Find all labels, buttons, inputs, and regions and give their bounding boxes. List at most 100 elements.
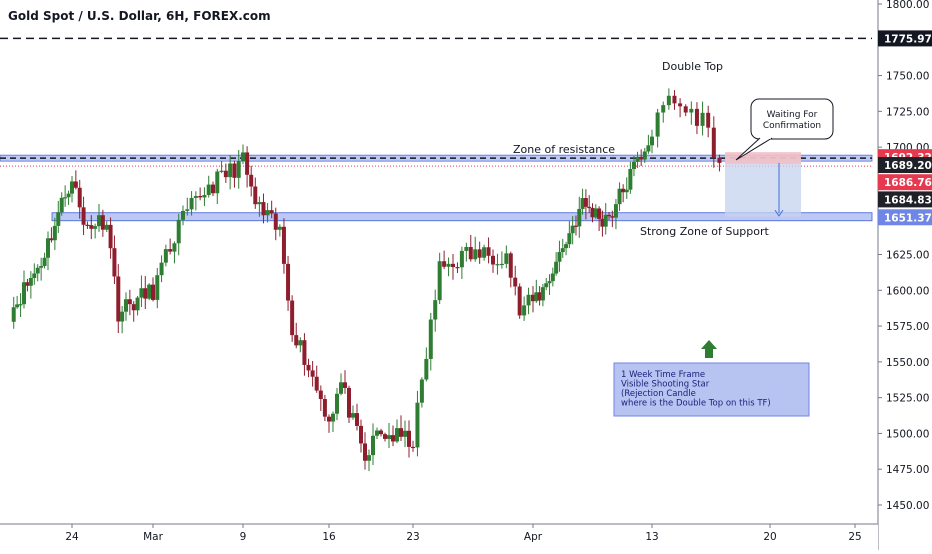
candle-body: [97, 215, 101, 227]
candle-body: [560, 248, 565, 253]
candle-body: [59, 197, 64, 213]
candle-body: [18, 304, 23, 306]
candle-body: [508, 253, 513, 278]
candle-body: [617, 188, 622, 205]
candle-body: [257, 202, 262, 205]
candle-body: [491, 255, 495, 265]
price-tag-label: 1684.83: [884, 194, 932, 206]
candle-body: [387, 435, 391, 439]
x-tick-label: 24: [65, 531, 79, 543]
candle-body: [433, 300, 438, 320]
candle-body: [77, 187, 82, 208]
candle-body: [650, 136, 654, 146]
y-tick-label: 1800.00: [886, 0, 929, 11]
y-tick-label: 1525.00: [886, 393, 929, 405]
x-tick-label: 16: [322, 531, 336, 543]
annotation-double-top: Double Top: [662, 60, 723, 73]
candle-body: [236, 161, 241, 178]
candle-body: [678, 103, 683, 107]
candle-body: [379, 430, 383, 435]
zones-layer: [0, 37, 873, 222]
candle-body: [189, 197, 194, 210]
candle-body: [504, 253, 509, 264]
candle-body: [371, 435, 375, 456]
candle-body: [49, 238, 54, 241]
candle-body: [395, 428, 399, 442]
candle-body: [610, 216, 615, 218]
price-tag-label: 1686.76: [884, 177, 932, 189]
candle-body: [419, 379, 424, 403]
candle-body: [631, 161, 636, 169]
candle-body: [127, 299, 132, 305]
candle-body: [202, 194, 207, 198]
candle-body: [455, 267, 460, 269]
candle-body: [159, 262, 164, 276]
candle-body: [459, 250, 464, 268]
candle-body: [63, 197, 68, 199]
price-tag-label: 1775.97: [884, 33, 932, 45]
candle-body: [531, 294, 535, 302]
candle-body: [339, 382, 343, 394]
candle-body: [335, 393, 339, 414]
candle-body: [482, 247, 487, 258]
candle-body: [73, 181, 78, 188]
price-tag: [878, 174, 932, 191]
candle-body: [228, 163, 233, 178]
candle-body: [306, 364, 311, 371]
y-tick-label: 1625.00: [886, 250, 929, 262]
candle-body: [93, 226, 98, 229]
candle-body: [706, 112, 711, 128]
candle-body: [52, 225, 57, 241]
candle-body: [403, 430, 407, 437]
price-tag: [878, 209, 932, 226]
candle-body: [567, 233, 572, 245]
candle-body: [331, 413, 335, 422]
candle-body: [642, 151, 647, 160]
candle-body: [607, 214, 612, 217]
candle-body: [347, 387, 351, 418]
candle-body: [711, 127, 716, 158]
candle-body: [206, 184, 211, 195]
candle-body: [104, 224, 109, 230]
candle-body: [437, 261, 442, 301]
candle-body: [635, 156, 640, 162]
candle-body: [172, 243, 177, 252]
y-tick-label: 1725.00: [886, 106, 929, 118]
candle-body: [587, 206, 592, 209]
candle-body: [537, 292, 542, 301]
candle-body: [554, 261, 559, 274]
candle-body: [517, 286, 522, 316]
candle-body: [564, 244, 569, 249]
candle-body: [624, 189, 629, 193]
candle-body: [557, 252, 562, 262]
candle-body: [245, 152, 250, 175]
candle-body: [355, 413, 359, 426]
candle-body: [499, 263, 504, 266]
candle-body: [689, 108, 694, 113]
y-tick-label: 1500.00: [886, 428, 929, 440]
candle-body: [550, 273, 555, 282]
note-box: [613, 362, 810, 417]
candle-body: [273, 213, 278, 230]
candle-body: [135, 297, 140, 311]
candle-body: [468, 247, 473, 260]
x-tick-label: 9: [240, 531, 247, 543]
candle-body: [15, 304, 20, 308]
candle-body: [391, 435, 395, 442]
candle-body: [318, 390, 323, 399]
candle-body: [89, 225, 94, 229]
candle-body: [181, 210, 185, 220]
candle-body: [286, 263, 291, 301]
candle-body: [359, 425, 363, 444]
candle-body: [700, 112, 705, 126]
candle-body: [249, 174, 254, 187]
callout-pointer: [735, 137, 773, 161]
candle-body: [85, 224, 90, 226]
y-tick-label: 1600.00: [886, 285, 929, 297]
up-arrow-icon: [701, 340, 717, 358]
candle-body: [486, 247, 491, 256]
target-arrow-head: [774, 209, 784, 217]
